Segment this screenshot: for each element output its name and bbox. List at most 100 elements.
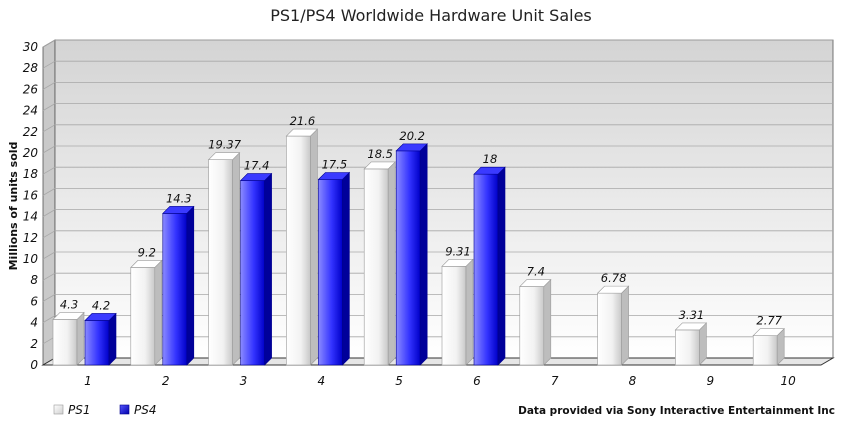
- y-tick-label: 8: [30, 273, 38, 287]
- y-tick-label: 28: [23, 61, 39, 75]
- gridline-side: [42, 230, 56, 239]
- bar-side: [154, 259, 163, 366]
- gridline-side: [42, 251, 56, 260]
- bar-front: [752, 335, 778, 366]
- gridline-side: [42, 272, 56, 281]
- bar-front: [318, 179, 343, 366]
- bar-top: [130, 260, 163, 268]
- x-tick-label: 7: [551, 374, 559, 388]
- x-tick-label: 9: [706, 374, 714, 388]
- source-note: Data provided via Sony Interactive Enter…: [518, 405, 835, 417]
- bar-ps1: [596, 285, 630, 366]
- bar-top: [285, 128, 319, 137]
- y-tick-label: 18: [23, 167, 39, 181]
- bar-top: [441, 259, 474, 267]
- x-tick-label: 8: [629, 374, 637, 388]
- data-label: 17.4: [244, 159, 270, 173]
- chart-title: PS1/PS4 Worldwide Hardware Unit Sales: [270, 6, 592, 25]
- y-tick-label: 20: [23, 146, 39, 160]
- bar-front: [84, 320, 110, 366]
- gridline-side: [42, 103, 56, 111]
- x-tick-label: 3: [240, 374, 248, 388]
- bar-ps4: [317, 171, 351, 366]
- bar-side: [621, 285, 629, 366]
- data-label: 17.5: [322, 158, 348, 172]
- bar-ps4: [84, 312, 117, 366]
- legend-item-ps4: PS4: [119, 403, 157, 417]
- bar-top: [596, 285, 630, 294]
- legend-label-ps1: PS1: [68, 403, 91, 417]
- bar-top: [162, 206, 195, 214]
- bar-ps1: [752, 327, 785, 366]
- bar-top: [752, 328, 785, 336]
- bar-side: [310, 128, 318, 366]
- bar-top: [239, 173, 273, 181]
- bar-ps1: [363, 161, 396, 366]
- bar-side: [264, 172, 272, 366]
- bar-front: [519, 286, 545, 366]
- bar-front: [395, 150, 421, 366]
- bar-ps4: [473, 166, 506, 366]
- y-tick-label: 16: [23, 188, 39, 202]
- legend-item-ps1: PS1: [53, 403, 91, 417]
- data-label: 7.4: [527, 265, 545, 279]
- x-tick-label: 1: [84, 374, 92, 388]
- bar-ps4: [239, 172, 273, 366]
- bar-ps1: [441, 258, 474, 366]
- bar-side: [108, 312, 117, 366]
- y-tick-label: 0: [30, 358, 38, 372]
- data-label: 6.78: [601, 271, 627, 285]
- data-label: 2.77: [756, 314, 782, 328]
- gridline-side: [42, 315, 56, 323]
- bar-side: [342, 171, 350, 366]
- data-label: 21.6: [290, 114, 316, 128]
- bar-side: [465, 258, 474, 366]
- bars: [52, 128, 785, 366]
- legend-swatch-ps4: [119, 404, 130, 415]
- bar-ps4: [395, 143, 428, 366]
- bar-ps1: [207, 151, 241, 366]
- data-label: 20.2: [399, 129, 425, 143]
- bar-top: [84, 313, 117, 321]
- bar-ps1: [285, 128, 319, 366]
- gridline-side: [42, 82, 56, 90]
- data-label: 4.2: [92, 298, 110, 312]
- bar-front: [130, 267, 156, 366]
- bar-ps1: [519, 278, 552, 366]
- gridline-side: [42, 124, 56, 133]
- data-label: 4.3: [60, 297, 78, 311]
- bar-top: [395, 143, 428, 152]
- gridline-side: [42, 60, 56, 69]
- y-tick-label: 2: [30, 337, 38, 351]
- bar-front: [441, 266, 467, 366]
- gridline-side: [42, 145, 56, 154]
- y-tick-label: 4: [30, 316, 38, 330]
- data-label: 19.37: [208, 138, 242, 152]
- bar-front: [208, 159, 233, 366]
- x-tick-label: 5: [395, 374, 403, 388]
- y-tick-label: 6: [30, 294, 38, 308]
- bar-side: [232, 151, 240, 366]
- gridline-side: [42, 209, 56, 217]
- x-axis-ticks: 1 2 3 4 5 6 7 8 9 10: [84, 374, 796, 388]
- x-tick-label: 4: [317, 374, 325, 388]
- bar-ps4: [162, 205, 195, 366]
- y-tick-label: 24: [23, 104, 38, 118]
- gridline-side: [42, 294, 56, 302]
- y-axis-label: Millions of units sold: [7, 142, 20, 271]
- bar-front: [597, 292, 622, 366]
- bar-top: [317, 172, 351, 180]
- bar-side: [497, 166, 506, 366]
- gridline-side: [42, 166, 56, 175]
- bar-side: [419, 143, 428, 366]
- bar-side: [76, 311, 85, 366]
- y-tick-label: 30: [23, 40, 39, 54]
- data-label: 3.31: [679, 308, 705, 322]
- x-tick-label: 6: [473, 374, 481, 388]
- bar-top: [519, 279, 552, 287]
- bar-side: [543, 278, 552, 366]
- bar-front: [162, 213, 188, 366]
- bar-front: [286, 135, 311, 366]
